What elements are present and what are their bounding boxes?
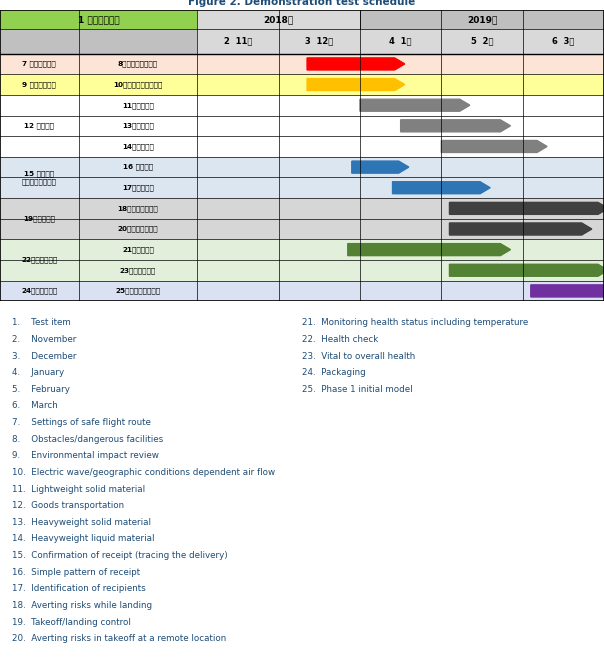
Bar bbox=[0, 157, 604, 177]
Text: 10電波、地形依存気流: 10電波、地形依存気流 bbox=[113, 81, 162, 88]
Polygon shape bbox=[531, 285, 604, 297]
Bar bbox=[0, 95, 604, 115]
Polygon shape bbox=[393, 182, 490, 194]
Text: 24.  Packaging: 24. Packaging bbox=[302, 368, 366, 377]
Text: 19著陸着制御: 19著陸着制御 bbox=[24, 215, 55, 222]
Text: 20离陸時危険回避: 20离陸時危険回避 bbox=[118, 226, 158, 232]
Polygon shape bbox=[449, 264, 604, 276]
Text: 9 環境影響確認: 9 環境影響確認 bbox=[22, 81, 56, 88]
Text: 2  11月: 2 11月 bbox=[224, 37, 252, 46]
Polygon shape bbox=[352, 161, 409, 173]
Text: 13重量固形物: 13重量固形物 bbox=[122, 122, 154, 129]
Bar bbox=[0, 260, 604, 281]
Text: 10.  Electric wave/geographic conditions dependent air flow: 10. Electric wave/geographic conditions … bbox=[12, 468, 275, 477]
Text: 16.  Simple pattern of receipt: 16. Simple pattern of receipt bbox=[12, 568, 140, 577]
Text: 15.  Confirmation of receipt (tracing the delivery): 15. Confirmation of receipt (tracing the… bbox=[12, 551, 228, 560]
Text: 7 安全航路設定: 7 安全航路設定 bbox=[22, 61, 56, 68]
Polygon shape bbox=[449, 203, 604, 214]
Bar bbox=[0, 10, 198, 29]
Text: Figure 2. Demonstration test schedule: Figure 2. Demonstration test schedule bbox=[188, 0, 416, 7]
Text: 3.    December: 3. December bbox=[12, 352, 77, 361]
Text: 3  12月: 3 12月 bbox=[305, 37, 333, 46]
Text: 18.  Averting risks while landing: 18. Averting risks while landing bbox=[12, 601, 152, 610]
Text: 11軽量固形物: 11軽量固形物 bbox=[122, 102, 154, 109]
Text: 17.  Identification of recipients: 17. Identification of recipients bbox=[12, 585, 146, 593]
Text: 25第一屎初期モデル: 25第一屎初期モデル bbox=[115, 287, 161, 294]
Text: 2018年: 2018年 bbox=[263, 15, 294, 24]
Text: 12 物資輸送: 12 物資輸送 bbox=[24, 122, 54, 129]
Polygon shape bbox=[400, 120, 510, 132]
Text: 1.    Test item: 1. Test item bbox=[12, 318, 71, 327]
Text: 5  2月: 5 2月 bbox=[471, 37, 493, 46]
Polygon shape bbox=[360, 99, 470, 111]
Bar bbox=[360, 10, 604, 29]
Text: 1 実証実験項目: 1 実証実験項目 bbox=[78, 15, 120, 24]
Text: 24パッケージ化: 24パッケージ化 bbox=[21, 287, 57, 294]
Text: 25.  Phase 1 initial model: 25. Phase 1 initial model bbox=[302, 385, 413, 394]
Text: 14重量流動物: 14重量流動物 bbox=[122, 143, 154, 150]
Bar bbox=[0, 218, 604, 239]
Bar bbox=[0, 177, 604, 198]
Text: 11.  Lightweight solid material: 11. Lightweight solid material bbox=[12, 485, 145, 494]
Text: 4.    January: 4. January bbox=[12, 368, 64, 377]
Text: 14.  Heavyweight liquid material: 14. Heavyweight liquid material bbox=[12, 534, 155, 544]
Text: 12.  Goods transportation: 12. Goods transportation bbox=[12, 501, 124, 510]
Text: 5.    February: 5. February bbox=[12, 385, 70, 394]
Text: 22健康状態確認: 22健康状態確認 bbox=[21, 257, 57, 263]
Text: 6  3月: 6 3月 bbox=[552, 37, 574, 46]
Bar bbox=[198, 10, 360, 29]
Text: 17荷受者判別: 17荷受者判別 bbox=[122, 185, 154, 191]
Polygon shape bbox=[348, 244, 510, 256]
Polygon shape bbox=[307, 58, 405, 70]
Text: 18着陸時危険回避: 18着陸時危険回避 bbox=[118, 205, 158, 212]
Bar bbox=[0, 281, 604, 301]
Bar bbox=[0, 29, 198, 54]
Bar bbox=[198, 29, 604, 54]
Bar bbox=[0, 239, 604, 260]
Bar bbox=[0, 54, 604, 74]
Bar bbox=[0, 115, 604, 136]
Polygon shape bbox=[307, 79, 405, 91]
Text: 6.    March: 6. March bbox=[12, 401, 58, 410]
Text: 2.    November: 2. November bbox=[12, 335, 76, 344]
Text: 16 単純受取: 16 単純受取 bbox=[123, 164, 153, 170]
Bar bbox=[0, 136, 604, 157]
Text: 22.  Health check: 22. Health check bbox=[302, 335, 378, 344]
Text: 15 荷受確認
（荷受トレース）: 15 荷受確認 （荷受トレース） bbox=[22, 170, 57, 185]
Text: 20.  Averting risks in takeoff at a remote location: 20. Averting risks in takeoff at a remot… bbox=[12, 634, 226, 643]
Text: 13.  Heavyweight solid material: 13. Heavyweight solid material bbox=[12, 518, 151, 527]
Text: 19.  Takeoff/landing control: 19. Takeoff/landing control bbox=[12, 618, 131, 627]
Text: 21.  Monitoring health status including temperature: 21. Monitoring health status including t… bbox=[302, 318, 528, 327]
Text: 21発熱等認識: 21発熱等認識 bbox=[122, 246, 154, 253]
Text: 23.  Vital to overall health: 23. Vital to overall health bbox=[302, 352, 416, 361]
Text: 23総合バイタル: 23総合バイタル bbox=[120, 267, 156, 273]
Text: 9.    Environmental impact review: 9. Environmental impact review bbox=[12, 451, 159, 460]
Polygon shape bbox=[449, 223, 592, 235]
Text: 8.    Obstacles/dangerous facilities: 8. Obstacles/dangerous facilities bbox=[12, 435, 163, 444]
Polygon shape bbox=[442, 140, 547, 152]
Text: 7.    Settings of safe flight route: 7. Settings of safe flight route bbox=[12, 418, 151, 427]
Text: 2019年: 2019年 bbox=[467, 15, 497, 24]
Bar bbox=[0, 198, 604, 218]
Text: 4  1月: 4 1月 bbox=[390, 37, 412, 46]
Bar bbox=[0, 74, 604, 95]
Text: 8障害物・危険施設: 8障害物・危険施設 bbox=[118, 61, 158, 68]
